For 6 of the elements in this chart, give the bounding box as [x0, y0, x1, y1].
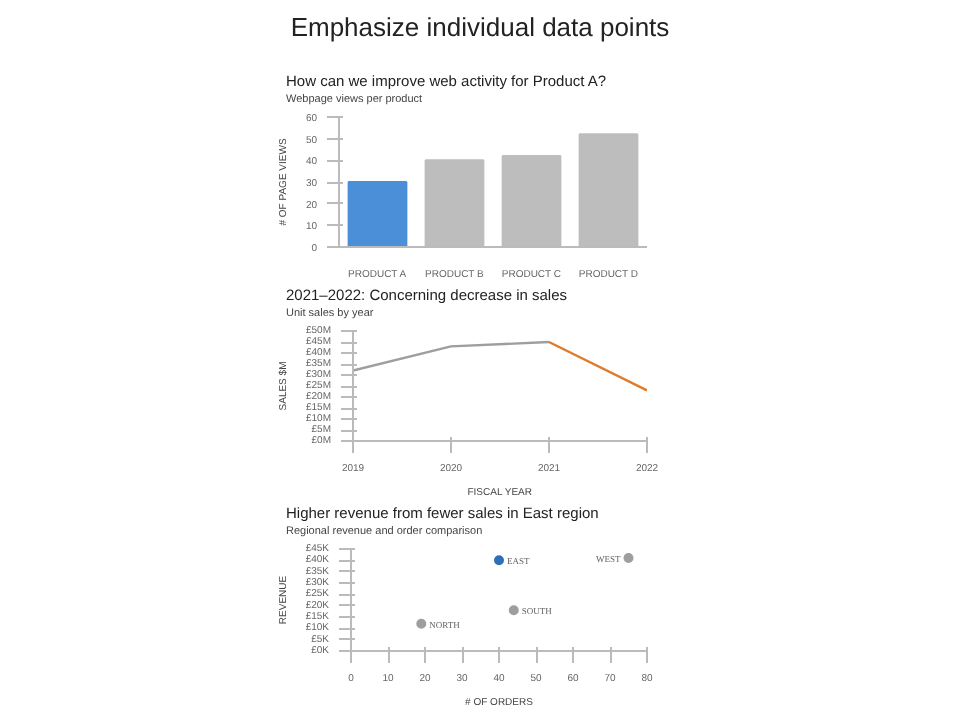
- bar: [347, 181, 408, 247]
- point: [623, 553, 634, 564]
- text: Emphasize individual data points: [290, 12, 670, 42]
- point: [494, 555, 504, 566]
- point: [508, 605, 519, 616]
- point: [416, 618, 427, 629]
